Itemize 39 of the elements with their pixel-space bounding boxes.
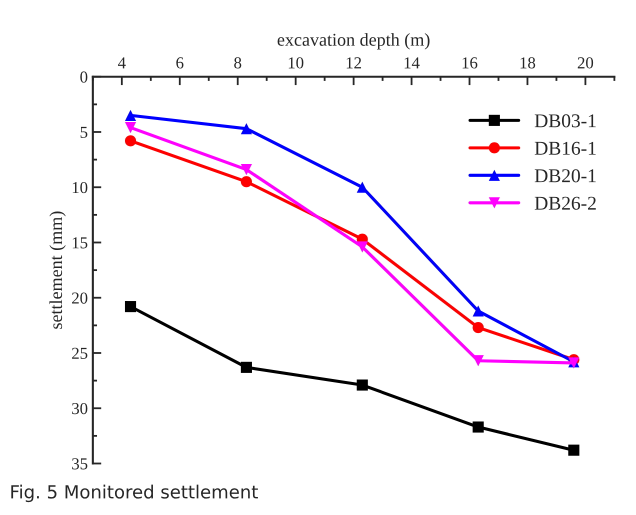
x-axis-title: excavation depth (m) <box>278 33 430 50</box>
legend-label: DB16-1 <box>534 142 596 155</box>
point <box>240 164 252 176</box>
point <box>568 444 580 456</box>
x-tick-label: 14 <box>404 57 420 68</box>
point <box>124 110 136 121</box>
y-tick-label: 20 <box>72 292 88 304</box>
point <box>240 123 252 134</box>
x-tick-label: 16 <box>462 57 478 68</box>
y-tick-label: 10 <box>72 182 88 194</box>
x-tick-label: 6 <box>176 57 184 68</box>
x-tick-label: 12 <box>346 57 362 68</box>
point <box>472 421 484 433</box>
x-tick-label: 20 <box>578 57 594 68</box>
point <box>124 135 136 146</box>
point <box>240 176 252 188</box>
y-tick-label: 25 <box>72 348 88 359</box>
point <box>356 379 368 391</box>
point <box>356 182 368 193</box>
x-tick-label: 10 <box>288 57 304 68</box>
legend-label: DB20-1 <box>534 169 596 182</box>
point <box>124 301 136 312</box>
point <box>124 122 136 134</box>
point <box>356 241 368 252</box>
y-tick-label: 0 <box>80 71 88 83</box>
x-tick-label: 18 <box>520 57 536 68</box>
y-axis-title: settlement (mm) <box>49 211 66 329</box>
point <box>240 362 252 373</box>
point <box>472 305 484 317</box>
y-tick-label: 5 <box>80 126 88 138</box>
caption: Fig. 5 Monitored settlement <box>11 484 258 502</box>
x-tick-label: 4 <box>118 57 126 68</box>
y-tick-label: 35 <box>72 458 88 470</box>
x-tick-label: 8 <box>234 57 242 68</box>
legend-label: DB26-2 <box>534 196 596 210</box>
y-tick-label: 15 <box>72 237 88 248</box>
point <box>472 322 484 334</box>
y-tick-label: 30 <box>72 402 88 414</box>
legend-label: DB03-1 <box>534 114 596 128</box>
